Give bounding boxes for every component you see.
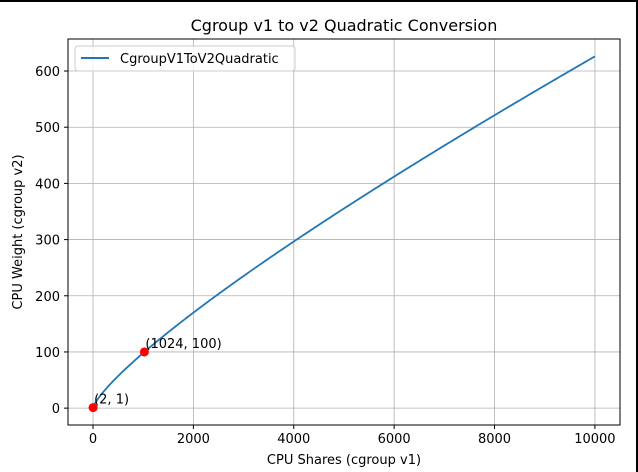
- plot-area: (2, 1) (1024, 100): [88, 55, 596, 413]
- x-tick-label: 4000: [277, 432, 310, 447]
- y-tick-label: 100: [35, 346, 60, 361]
- series-line: [92, 55, 596, 408]
- x-tick-label: 8000: [478, 432, 511, 447]
- x-tick-label: 10000: [574, 432, 615, 447]
- y-tick-label: 300: [35, 234, 60, 249]
- y-tick-label: 500: [35, 121, 60, 136]
- x-tick-label: 2000: [177, 432, 210, 447]
- y-axis-label: CPU Weight (cgroup v2): [11, 154, 26, 309]
- legend: CgroupV1ToV2Quadratic: [74, 45, 296, 72]
- annotation-label: (2, 1): [94, 393, 129, 408]
- annotation-point: [88, 403, 98, 413]
- chart-title: Cgroup v1 to v2 Quadratic Conversion: [191, 16, 498, 35]
- y-tick-label: 600: [35, 65, 60, 80]
- legend-label: CgroupV1ToV2Quadratic: [120, 52, 279, 67]
- window-border-top: [0, 0, 638, 2]
- legend-box: [74, 45, 296, 72]
- x-tick-label: 0: [89, 432, 97, 447]
- y-tick-label: 200: [35, 290, 60, 305]
- axes-frame: [67, 38, 621, 426]
- y-tick-label: 400: [35, 177, 60, 192]
- window-border-right: [636, 0, 638, 472]
- grid: [68, 39, 620, 425]
- x-axis-label: CPU Shares (cgroup v1): [267, 453, 421, 468]
- annotation-label: (1024, 100): [145, 337, 221, 352]
- x-tick-label: 6000: [378, 432, 411, 447]
- annotation-point: [139, 347, 149, 357]
- y-tick-label: 0: [52, 402, 60, 417]
- ticks: 0 2000 4000 6000 8000 10000 0 100 200 300 400 500 60…: [35, 65, 615, 447]
